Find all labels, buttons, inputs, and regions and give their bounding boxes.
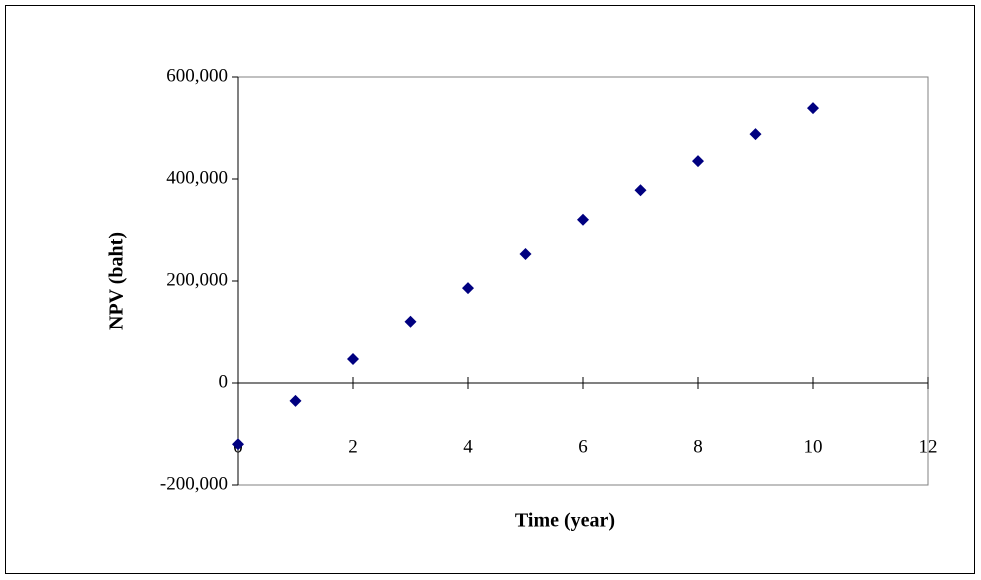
y-tick-label: 0 [219,371,229,392]
y-tick-label: -200,000 [160,473,228,494]
y-tick-label: 400,000 [166,167,228,188]
y-axis-label: NPV (baht) [106,232,128,330]
data-point [347,353,359,365]
chart-frame [6,6,975,574]
data-point [692,155,704,167]
data-point [577,214,589,226]
data-point [290,395,302,407]
data-point [750,128,762,140]
y-tick-label: 600,000 [166,65,228,86]
x-tick-label: 4 [463,436,473,457]
chart: Time (year) NPV (baht) -200,000 0 200,000 4… [0,0,981,580]
plot-area [238,77,928,485]
x-tick-label: 12 [919,436,938,457]
data-point [405,316,417,328]
x-tick-label: 8 [693,436,703,457]
x-axis-label: Time (year) [515,510,615,532]
x-tick-label: 10 [804,436,823,457]
y-tick-label: 200,000 [166,269,228,290]
x-tick-label: 6 [578,436,588,457]
data-point [807,102,819,114]
x-tick-label: 2 [348,436,358,457]
data-point [520,248,532,260]
data-point [635,184,647,196]
data-point [462,282,474,294]
